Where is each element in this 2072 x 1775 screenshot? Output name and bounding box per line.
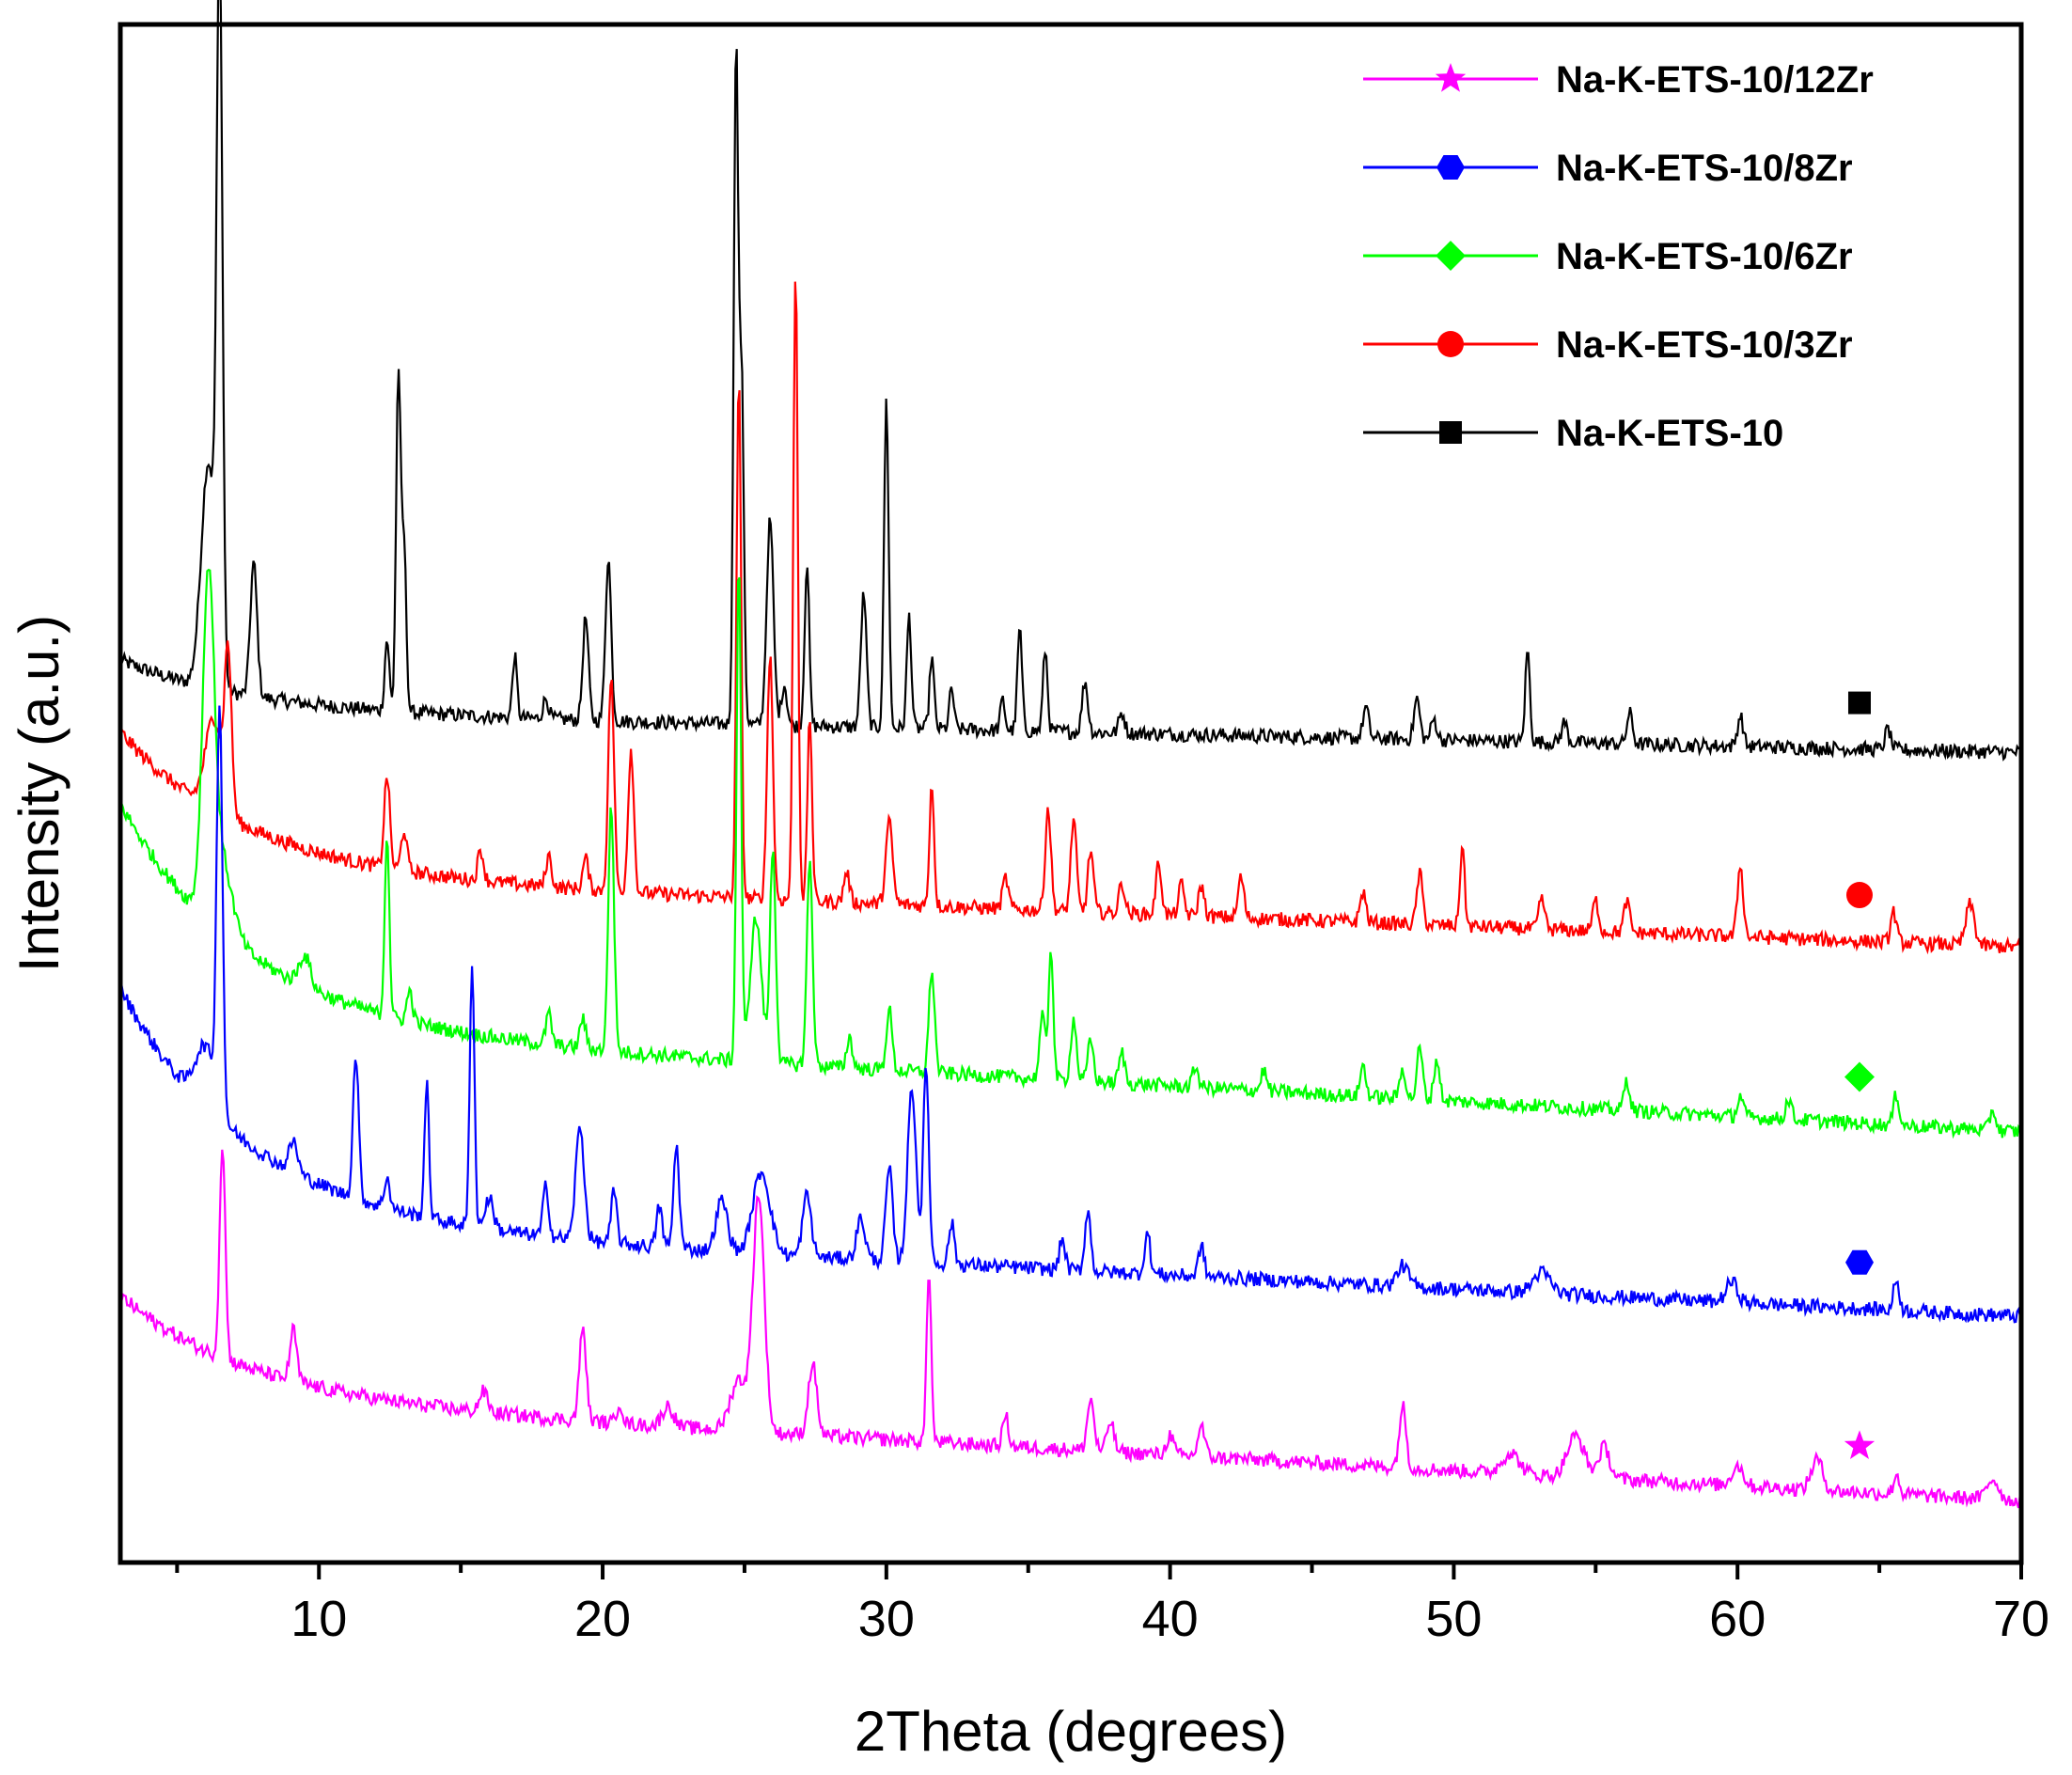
legend-item-na-k-ets-10-6zr: Na-K-ETS-10/6Zr bbox=[1363, 236, 1853, 277]
series-markers bbox=[1844, 691, 1876, 1459]
series-marker-na-k-ets-10-3zr bbox=[1845, 882, 1873, 909]
legend-marker-na-k-ets-10 bbox=[1439, 421, 1462, 444]
series-line-na-k-ets-10-3zr bbox=[118, 281, 2022, 955]
legend-label-na-k-ets-10-12zr: Na-K-ETS-10/12Zr bbox=[1556, 59, 1874, 101]
legend-item-na-k-ets-10: Na-K-ETS-10 bbox=[1363, 413, 1783, 454]
legend-marker-na-k-ets-10-8zr bbox=[1436, 155, 1465, 180]
x-axis-title: 2Theta (degrees) bbox=[855, 1700, 1287, 1763]
x-axis-ticks: 10 20 30 40 50 60 70 bbox=[175, 1563, 2049, 1647]
plot-frame bbox=[118, 22, 2024, 1565]
x-tick-label-70: 70 bbox=[1993, 1591, 2049, 1647]
legend-item-na-k-ets-10-8zr: Na-K-ETS-10/8Zr bbox=[1363, 148, 1853, 189]
series-marker-na-k-ets-10 bbox=[1847, 691, 1871, 715]
legend-item-na-k-ets-10-12zr: Na-K-ETS-10/12Zr bbox=[1363, 59, 1874, 101]
legend-label-na-k-ets-10: Na-K-ETS-10 bbox=[1556, 413, 1783, 454]
legend-marker-na-k-ets-10-3zr bbox=[1437, 331, 1464, 357]
x-tick-label-30: 30 bbox=[858, 1591, 915, 1647]
x-tick-label-20: 20 bbox=[574, 1591, 631, 1647]
y-axis-title: Intensity (a.u.) bbox=[8, 615, 71, 972]
legend: Na-K-ETS-10/12Zr Na-K-ETS-10/8Zr Na-K-ETS-… bbox=[1363, 59, 1874, 454]
x-tick-label-50: 50 bbox=[1425, 1591, 1482, 1647]
legend-marker-na-k-ets-10-12zr bbox=[1435, 63, 1467, 92]
series-marker-na-k-ets-10-6zr bbox=[1844, 1061, 1875, 1092]
series-marker-na-k-ets-10-12zr bbox=[1844, 1430, 1876, 1459]
x-tick-label-10: 10 bbox=[290, 1591, 347, 1647]
legend-marker-na-k-ets-10-6zr bbox=[1436, 241, 1466, 271]
legend-label-na-k-ets-10-8zr: Na-K-ETS-10/8Zr bbox=[1556, 148, 1853, 189]
series-marker-na-k-ets-10-8zr bbox=[1845, 1249, 1874, 1275]
series-line-na-k-ets-10-6zr bbox=[119, 568, 2023, 1139]
series-line-na-k-ets-10 bbox=[118, 0, 2022, 762]
legend-label-na-k-ets-10-6zr: Na-K-ETS-10/6Zr bbox=[1556, 236, 1853, 277]
legend-label-na-k-ets-10-3zr: Na-K-ETS-10/3Zr bbox=[1556, 324, 1853, 366]
x-tick-label-60: 60 bbox=[1709, 1591, 1766, 1647]
series-layer bbox=[118, 0, 2023, 1509]
x-tick-label-40: 40 bbox=[1142, 1591, 1199, 1647]
series-line-na-k-ets-10-8zr bbox=[118, 705, 2022, 1324]
series-line-na-k-ets-10-12zr bbox=[118, 1149, 2023, 1509]
legend-item-na-k-ets-10-3zr: Na-K-ETS-10/3Zr bbox=[1363, 324, 1853, 366]
